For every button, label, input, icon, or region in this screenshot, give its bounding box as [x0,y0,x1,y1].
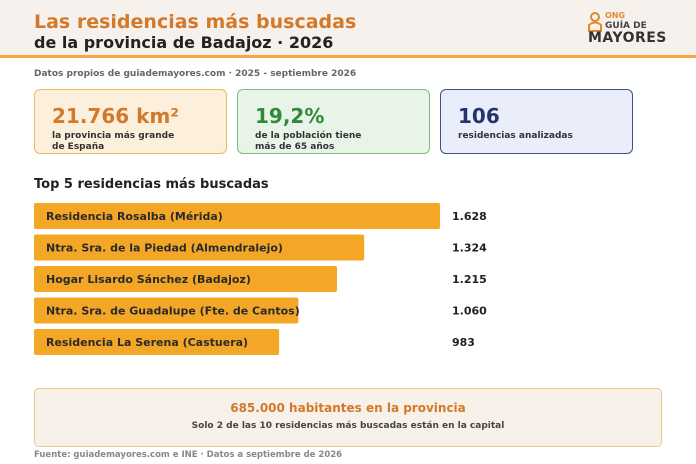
bar-value-2: 1.324 [452,242,487,255]
logo-guia-text: GUÍA DE [605,21,647,31]
data-source-line: Datos propios de guiademayores.com · 202… [34,69,357,79]
stat-label: la provincia más grande de España [52,131,175,152]
bar-4 [34,297,299,324]
page-subtitle: de la provincia de Badajoz · 2026 [34,33,334,52]
stat-value: 106 [458,104,500,128]
bar-label-5: Residencia La Serena (Castuera) [46,336,248,349]
highlight-box: 685.000 habitantes en la provincia Solo … [34,388,662,447]
header: Las residencias más buscadas de la provi… [0,0,696,58]
stat-card-residences: 106 residencias analizadas [440,89,633,154]
person-icon [588,12,602,32]
brand-logo: ONG GUÍA DE MAYORES [588,11,668,47]
highlight-headline: 685.000 habitantes en la provincia [230,401,466,415]
stat-label: residencias analizadas [458,131,573,141]
chart-title: Top 5 residencias más buscadas [34,177,269,192]
bar-2 [34,234,365,261]
bar-1 [34,203,440,229]
stat-label: de la población tiene más de 65 años [255,131,362,152]
bar-label-4: Ntra. Sra. de Guadalupe (Fte. de Cantos) [46,305,300,318]
bar-value-5: 983 [452,336,475,349]
bar-label-2: Ntra. Sra. de la Piedad (Almendralejo) [46,242,283,255]
bar-value-3: 1.215 [452,273,487,286]
bar-value-4: 1.060 [452,305,487,318]
bar-value-1: 1.628 [452,210,487,223]
stat-card-area: 21.766 km² la provincia más grande de Es… [34,89,227,154]
bar-3 [34,266,338,292]
bar-label-3: Hogar Lisardo Sánchez (Badajoz) [46,273,251,286]
stat-value: 21.766 km² [52,104,180,128]
highlight-note: Solo 2 de las 10 residencias más buscada… [191,421,505,431]
footer-source: Fuente: guiademayores.com e INE · Datos … [34,450,343,460]
page-title: Las residencias más buscadas [34,11,357,33]
logo-ong-text: ONG [605,11,626,20]
stat-value: 19,2% [255,104,325,128]
logo-mayores-text: MAYORES [588,30,667,46]
bar-label-1: Residencia Rosalba (Mérida) [46,210,223,223]
stat-card-population: 19,2% de la población tiene más de 65 añ… [237,89,430,154]
bar-5 [34,329,280,355]
